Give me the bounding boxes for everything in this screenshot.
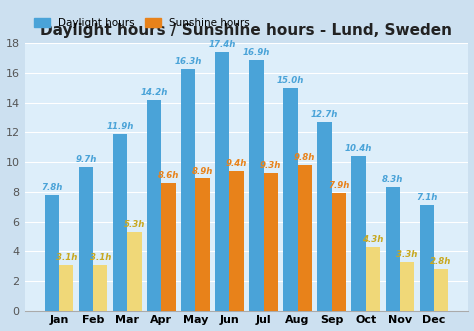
Text: 16.3h: 16.3h (174, 57, 202, 66)
Legend: Daylight hours, Sunshine hours: Daylight hours, Sunshine hours (30, 14, 254, 32)
Text: 5.3h: 5.3h (124, 220, 145, 229)
Text: 9.7h: 9.7h (75, 155, 97, 164)
Bar (113, 134, 127, 310)
Bar (434, 269, 448, 310)
Text: 11.9h: 11.9h (106, 122, 134, 131)
Bar (127, 232, 142, 310)
Text: 7.1h: 7.1h (416, 193, 438, 202)
Bar (45, 195, 59, 310)
Bar (419, 205, 434, 310)
Bar (79, 166, 93, 310)
Text: 16.9h: 16.9h (243, 48, 270, 57)
Text: 3.1h: 3.1h (55, 253, 77, 261)
Bar (385, 187, 400, 310)
Text: 7.9h: 7.9h (328, 181, 349, 190)
Bar (147, 100, 161, 310)
Text: 14.2h: 14.2h (140, 88, 168, 97)
Bar (59, 264, 73, 310)
Bar (161, 183, 175, 310)
Bar (283, 88, 298, 310)
Text: 17.4h: 17.4h (209, 40, 236, 49)
Text: 15.0h: 15.0h (277, 76, 304, 85)
Bar (318, 122, 332, 310)
Text: 10.4h: 10.4h (345, 144, 372, 153)
Bar (351, 156, 366, 310)
Bar (249, 60, 264, 310)
Bar (229, 171, 244, 310)
Bar (400, 261, 414, 310)
Bar (195, 178, 210, 310)
Text: 8.9h: 8.9h (192, 166, 213, 175)
Bar (181, 69, 195, 310)
Text: 4.3h: 4.3h (362, 235, 383, 244)
Text: 8.6h: 8.6h (158, 171, 179, 180)
Bar (264, 172, 278, 310)
Bar (298, 165, 312, 310)
Text: 8.3h: 8.3h (382, 175, 403, 184)
Text: 12.7h: 12.7h (311, 110, 338, 119)
Bar (93, 264, 108, 310)
Bar (332, 193, 346, 310)
Title: Daylight hours / Sunshine hours - Lund, Sweden: Daylight hours / Sunshine hours - Lund, … (40, 23, 453, 38)
Text: 3.1h: 3.1h (90, 253, 111, 261)
Bar (215, 52, 229, 310)
Text: 7.8h: 7.8h (41, 183, 63, 192)
Bar (366, 247, 380, 310)
Text: 3.3h: 3.3h (396, 250, 418, 259)
Text: 9.3h: 9.3h (260, 161, 282, 169)
Text: 9.4h: 9.4h (226, 159, 247, 168)
Text: 9.8h: 9.8h (294, 153, 316, 162)
Text: 2.8h: 2.8h (430, 257, 452, 266)
